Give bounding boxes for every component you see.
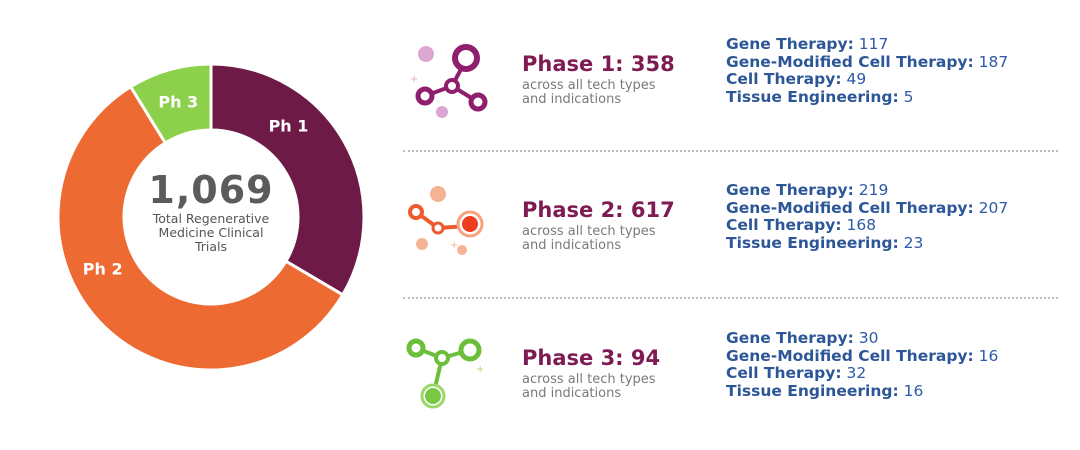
slice-label-ph2: Ph 2 (83, 260, 123, 279)
svg-text:+: + (450, 240, 458, 251)
slice-ph3 (128, 62, 213, 146)
phase-2-headline: Phase 2: 617 (522, 198, 675, 222)
breakdown-label: Gene-Modified Cell Therapy: (726, 52, 974, 71)
phase-3-breakdown: Gene Therapy: 30 Gene-Modified Cell Ther… (726, 329, 999, 401)
subtitle-line: across all tech types (522, 372, 656, 387)
slice-ph1 (209, 62, 366, 297)
slice-label-ph1: Ph 1 (269, 116, 309, 135)
breakdown-value: 5 (903, 87, 914, 106)
breakdown-value: 168 (846, 216, 877, 234)
breakdown-label: Cell Therapy: (726, 364, 842, 382)
breakdown-value: 16 (903, 381, 924, 400)
breakdown-label: Cell Therapy: (726, 216, 842, 234)
molecule-purple-icon: + (410, 44, 488, 118)
caption-line: Trials (194, 239, 228, 254)
breakdown-value: 207 (978, 198, 1009, 217)
donut-center: 1,069 Total Regenerative Medicine Clinic… (131, 170, 291, 254)
subtitle-line: and indications (522, 238, 622, 253)
breakdown-line: Gene Therapy: 219 (726, 181, 1008, 200)
subtitle-line: and indications (522, 386, 622, 401)
breakdown-value: 49 (846, 70, 867, 88)
phase-3-headline: Phase 3: 94 (522, 346, 661, 370)
breakdown-value: 117 (858, 35, 889, 53)
slice-label-ph3: Ph 3 (158, 93, 198, 112)
breakdown-value: 187 (978, 52, 1009, 71)
subtitle-line: across all tech types (522, 224, 656, 239)
breakdown-line: Cell Therapy: 32 (726, 364, 998, 383)
breakdown-label: Cell Therapy: (726, 70, 842, 88)
breakdown-label: Tissue Engineering: (726, 233, 899, 252)
breakdown-line: Tissue Engineering: 23 (726, 233, 1008, 253)
breakdown-line: Gene Therapy: 30 (726, 329, 998, 348)
subtitle-line: and indications (522, 92, 622, 107)
breakdown-line: Gene Therapy: 117 (726, 35, 1008, 54)
donut-chart: Ph 1 Ph 2 Ph 3 (56, 62, 366, 372)
svg-text:+: + (410, 74, 418, 85)
breakdown-label: Tissue Engineering: (726, 381, 899, 400)
breakdown-label: Gene-Modified Cell Therapy: (726, 198, 974, 217)
breakdown-label: Tissue Engineering: (726, 87, 899, 106)
phase-1-row: + Phase 1: 358 across all tech types and… (400, 35, 1060, 156)
phase-1-subtitle: across all tech types and indications (522, 79, 692, 107)
breakdown-line: Gene-Modified Cell Therapy: 187 (726, 52, 1009, 72)
caption-line: Medicine Clinical (158, 225, 264, 240)
breakdown-line: Gene-Modified Cell Therapy: 16 (726, 346, 999, 366)
breakdown-label: Gene Therapy: (726, 329, 854, 347)
molecule-orange-icon: + (408, 186, 484, 255)
breakdown-line: Cell Therapy: 168 (726, 216, 1008, 235)
breakdown-line: Cell Therapy: 49 (726, 70, 1008, 89)
phase-3-subtitle: across all tech types and indications (522, 373, 692, 401)
phase-3-row: + Phase 3: 94 across all tech types and … (400, 329, 1060, 450)
breakdown-value: 30 (858, 329, 879, 347)
molecule-green-icon: + (406, 338, 484, 409)
total-trials-caption: Total Regenerative Medicine Clinical Tri… (131, 212, 291, 254)
phase-2-subtitle: across all tech types and indications (522, 225, 692, 253)
subtitle-line: across all tech types (522, 78, 656, 93)
breakdown-line: Tissue Engineering: 16 (726, 381, 998, 401)
caption-line: Total Regenerative (152, 211, 270, 226)
phase-2-breakdown: Gene Therapy: 219 Gene-Modified Cell The… (726, 181, 1009, 253)
breakdown-label: Gene-Modified Cell Therapy: (726, 346, 974, 365)
phase-1-headline: Phase 1: 358 (522, 52, 675, 76)
divider (403, 150, 1058, 152)
phase-1-breakdown: Gene Therapy: 117 Gene-Modified Cell The… (726, 35, 1009, 107)
breakdown-value: 16 (978, 346, 999, 365)
divider (403, 297, 1058, 299)
breakdown-value: 23 (903, 233, 924, 252)
breakdown-line: Tissue Engineering: 5 (726, 87, 1008, 107)
breakdown-value: 32 (846, 364, 867, 382)
breakdown-value: 219 (858, 181, 889, 199)
breakdown-line: Gene-Modified Cell Therapy: 207 (726, 198, 1009, 218)
slice-ph2 (56, 84, 345, 372)
phase-2-row: + Phase 2: 617 across all tech types and… (400, 181, 1060, 302)
total-trials-value: 1,069 (148, 168, 274, 212)
svg-text:+: + (476, 364, 484, 375)
breakdown-label: Gene Therapy: (726, 35, 854, 53)
breakdown-label: Gene Therapy: (726, 181, 854, 199)
